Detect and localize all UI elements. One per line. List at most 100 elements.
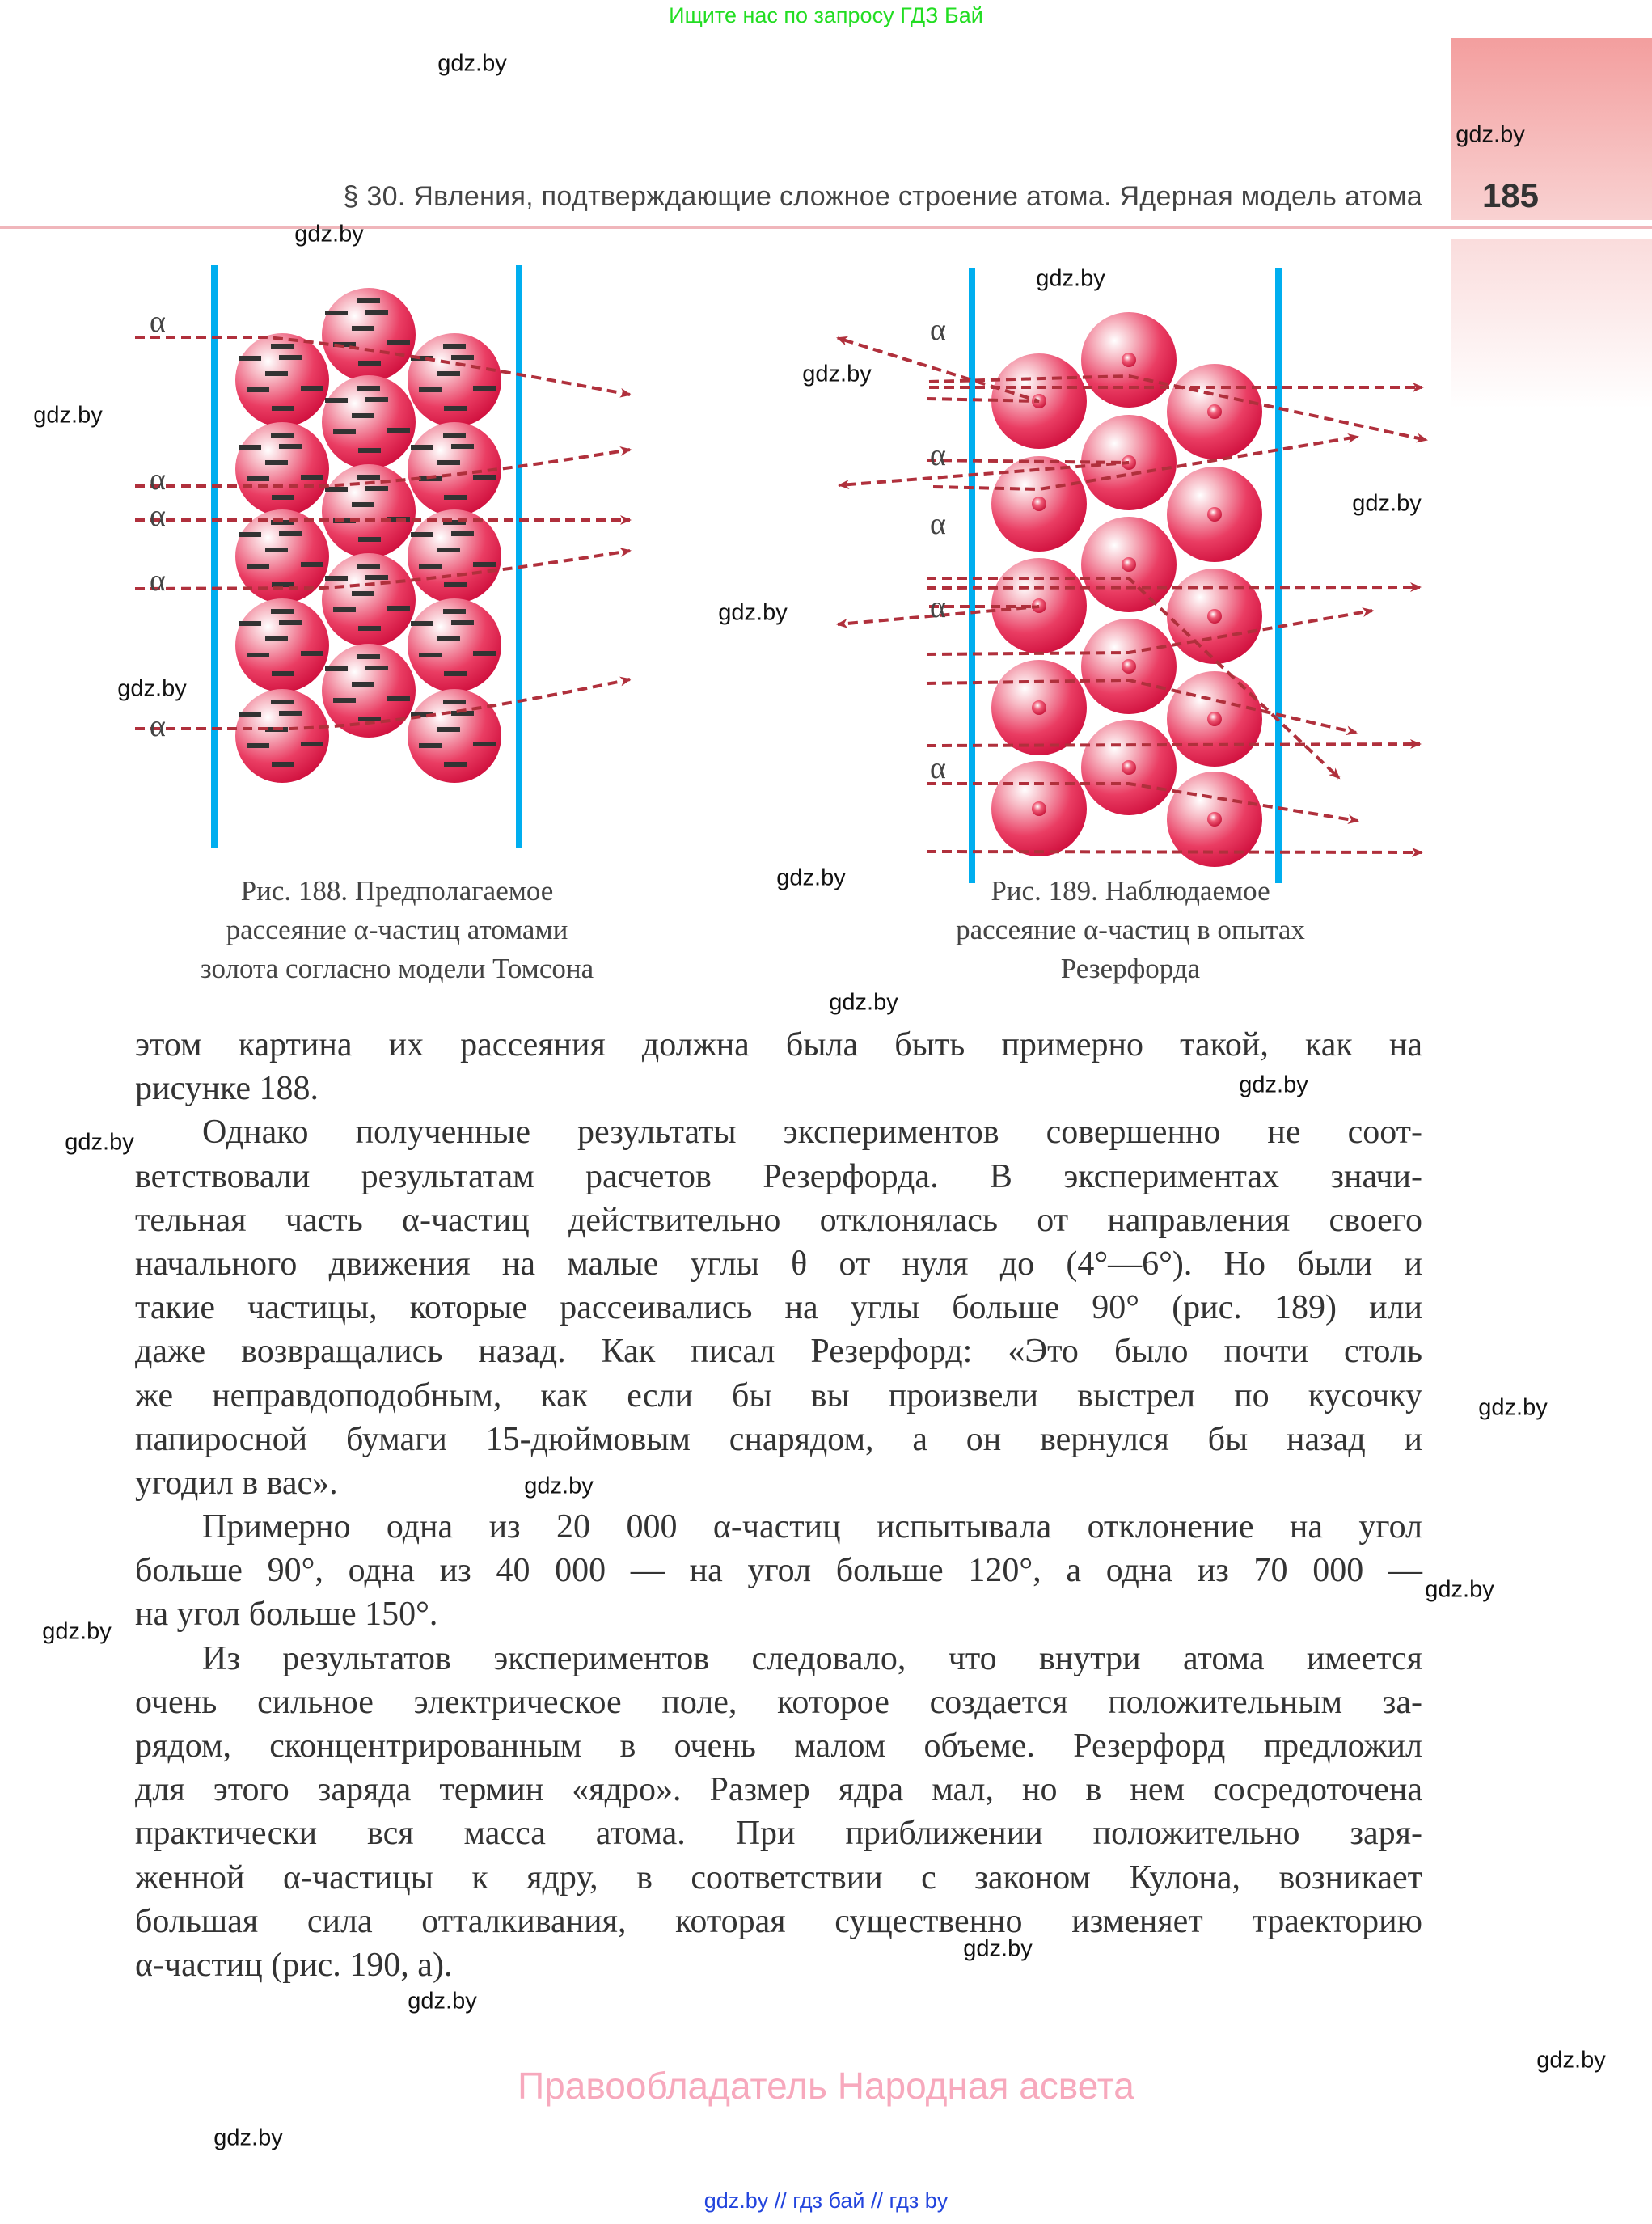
thomson-atom xyxy=(408,598,501,692)
electron-icon xyxy=(301,475,323,480)
electron-icon xyxy=(239,621,261,626)
electron-icon xyxy=(419,564,442,569)
caption-line: золота согласно модели Томсона xyxy=(200,953,594,984)
electron-icon xyxy=(411,621,433,626)
nucleus-icon xyxy=(1207,712,1222,726)
electron-icon xyxy=(358,361,381,366)
text-line: очень сильное электрическое поле, которо… xyxy=(135,1683,1422,1721)
alpha-label: α xyxy=(930,751,946,785)
electron-icon xyxy=(265,636,288,641)
electron-icon xyxy=(357,298,380,303)
footer-links[interactable]: gdz.by // гдз бай // гдз by xyxy=(703,2188,949,2213)
electron-icon xyxy=(444,582,467,587)
caption-line: Рис. 189. Наблюдаемое xyxy=(991,875,1270,907)
electron-icon xyxy=(247,653,269,657)
electron-icon xyxy=(473,386,496,391)
watermark: gdz.by xyxy=(1036,265,1105,292)
electron-icon xyxy=(451,620,474,625)
electron-icon xyxy=(333,698,356,703)
electron-icon xyxy=(352,413,374,418)
watermark: gdz.by xyxy=(294,221,364,247)
text-line: Примерно одна из 20 000 α-частиц испытыв… xyxy=(202,1508,1422,1546)
search-banner[interactable]: Ищите нас по запросу ГДЗ Бай xyxy=(669,3,983,27)
electron-icon xyxy=(358,717,381,721)
figure-189-rutherford-scattering xyxy=(836,268,1428,883)
electron-icon xyxy=(272,582,294,587)
watermark: gdz.by xyxy=(963,1935,1033,1962)
electron-icon xyxy=(239,532,261,537)
text-line: даже возвращались назад. Как писал Резер… xyxy=(135,1333,1422,1371)
electron-icon xyxy=(357,564,380,569)
electron-icon xyxy=(352,502,374,507)
watermark: gdz.by xyxy=(829,989,898,1016)
electron-icon xyxy=(247,476,269,481)
electron-icon xyxy=(265,548,288,552)
rutherford-atom xyxy=(991,761,1087,856)
alpha-label: α xyxy=(150,463,166,497)
alpha-label: α xyxy=(150,499,166,533)
text-line: Из результатов экспериментов следовало, … xyxy=(202,1639,1422,1677)
text-line: на угол больше 150°. xyxy=(135,1596,438,1634)
text-line: женной α-частицы к ядру, в соответствии … xyxy=(135,1858,1422,1896)
electron-icon xyxy=(352,682,374,687)
body-text: этом картина их рассеяния должна была бы… xyxy=(135,1023,1422,1987)
page-tab-decoration xyxy=(1451,38,1652,220)
watermark: gdz.by xyxy=(65,1129,134,1156)
watermark: gdz.by xyxy=(718,599,788,626)
watermark: gdz.by xyxy=(1478,1394,1548,1421)
thomson-atom xyxy=(235,422,329,516)
thomson-atom xyxy=(235,333,329,427)
alpha-particle-track xyxy=(836,336,1040,403)
alpha-particle-track xyxy=(135,446,632,488)
electron-icon xyxy=(358,448,381,453)
alpha-particle-track xyxy=(135,676,632,730)
electron-icon xyxy=(419,653,442,657)
electron-icon xyxy=(239,356,261,361)
watermark: gdz.by xyxy=(1352,490,1422,517)
electron-icon xyxy=(451,531,474,536)
thomson-atom xyxy=(235,598,329,692)
electron-icon xyxy=(419,387,442,392)
caption-line: рассеяние α-частиц атомами xyxy=(226,914,568,945)
electron-icon xyxy=(358,626,381,631)
watermark: gdz.by xyxy=(213,2125,283,2151)
rutherford-atom xyxy=(1167,569,1262,664)
nucleus-icon xyxy=(1122,353,1136,367)
electron-icon xyxy=(325,487,348,492)
text-line: этом картина их рассеяния должна была бы… xyxy=(135,1026,1422,1063)
electron-icon xyxy=(265,371,288,376)
electron-icon xyxy=(325,398,348,403)
text-line: начального движения на малые углы θ от н… xyxy=(135,1245,1422,1283)
electron-icon xyxy=(437,460,460,465)
nucleus-icon xyxy=(1032,497,1046,511)
electron-icon xyxy=(365,666,388,670)
rutherford-atom xyxy=(1081,619,1177,714)
nucleus-icon xyxy=(1207,609,1222,624)
thomson-atom xyxy=(235,689,329,783)
watermark: gdz.by xyxy=(776,865,846,891)
electron-icon xyxy=(265,460,288,465)
rutherford-atom xyxy=(1081,720,1177,815)
electron-icon xyxy=(325,311,348,315)
text-line: Однако полученные результаты эксперимент… xyxy=(202,1114,1422,1152)
electron-icon xyxy=(301,651,323,656)
watermark: gdz.by xyxy=(437,50,507,77)
rutherford-atom xyxy=(1081,312,1177,408)
thomson-atom xyxy=(408,689,501,783)
electron-icon xyxy=(272,671,294,676)
nucleus-icon xyxy=(1207,404,1222,419)
text-line: ветствовали результатам расчетов Резерфо… xyxy=(135,1157,1422,1195)
text-line: же неправдоподобным, как если бы вы прои… xyxy=(135,1376,1422,1414)
electron-icon xyxy=(352,326,374,331)
electron-icon xyxy=(473,742,496,746)
electron-icon xyxy=(444,495,467,500)
electron-icon xyxy=(271,520,294,525)
electron-icon xyxy=(437,548,460,552)
electron-icon xyxy=(239,712,261,717)
electron-icon xyxy=(279,355,302,360)
alpha-particle-track xyxy=(926,582,1422,593)
alpha-label: α xyxy=(930,590,946,624)
electron-icon xyxy=(272,495,294,500)
text-line: α-частиц (рис. 190, а). xyxy=(135,1946,453,1984)
electron-icon xyxy=(387,340,410,345)
